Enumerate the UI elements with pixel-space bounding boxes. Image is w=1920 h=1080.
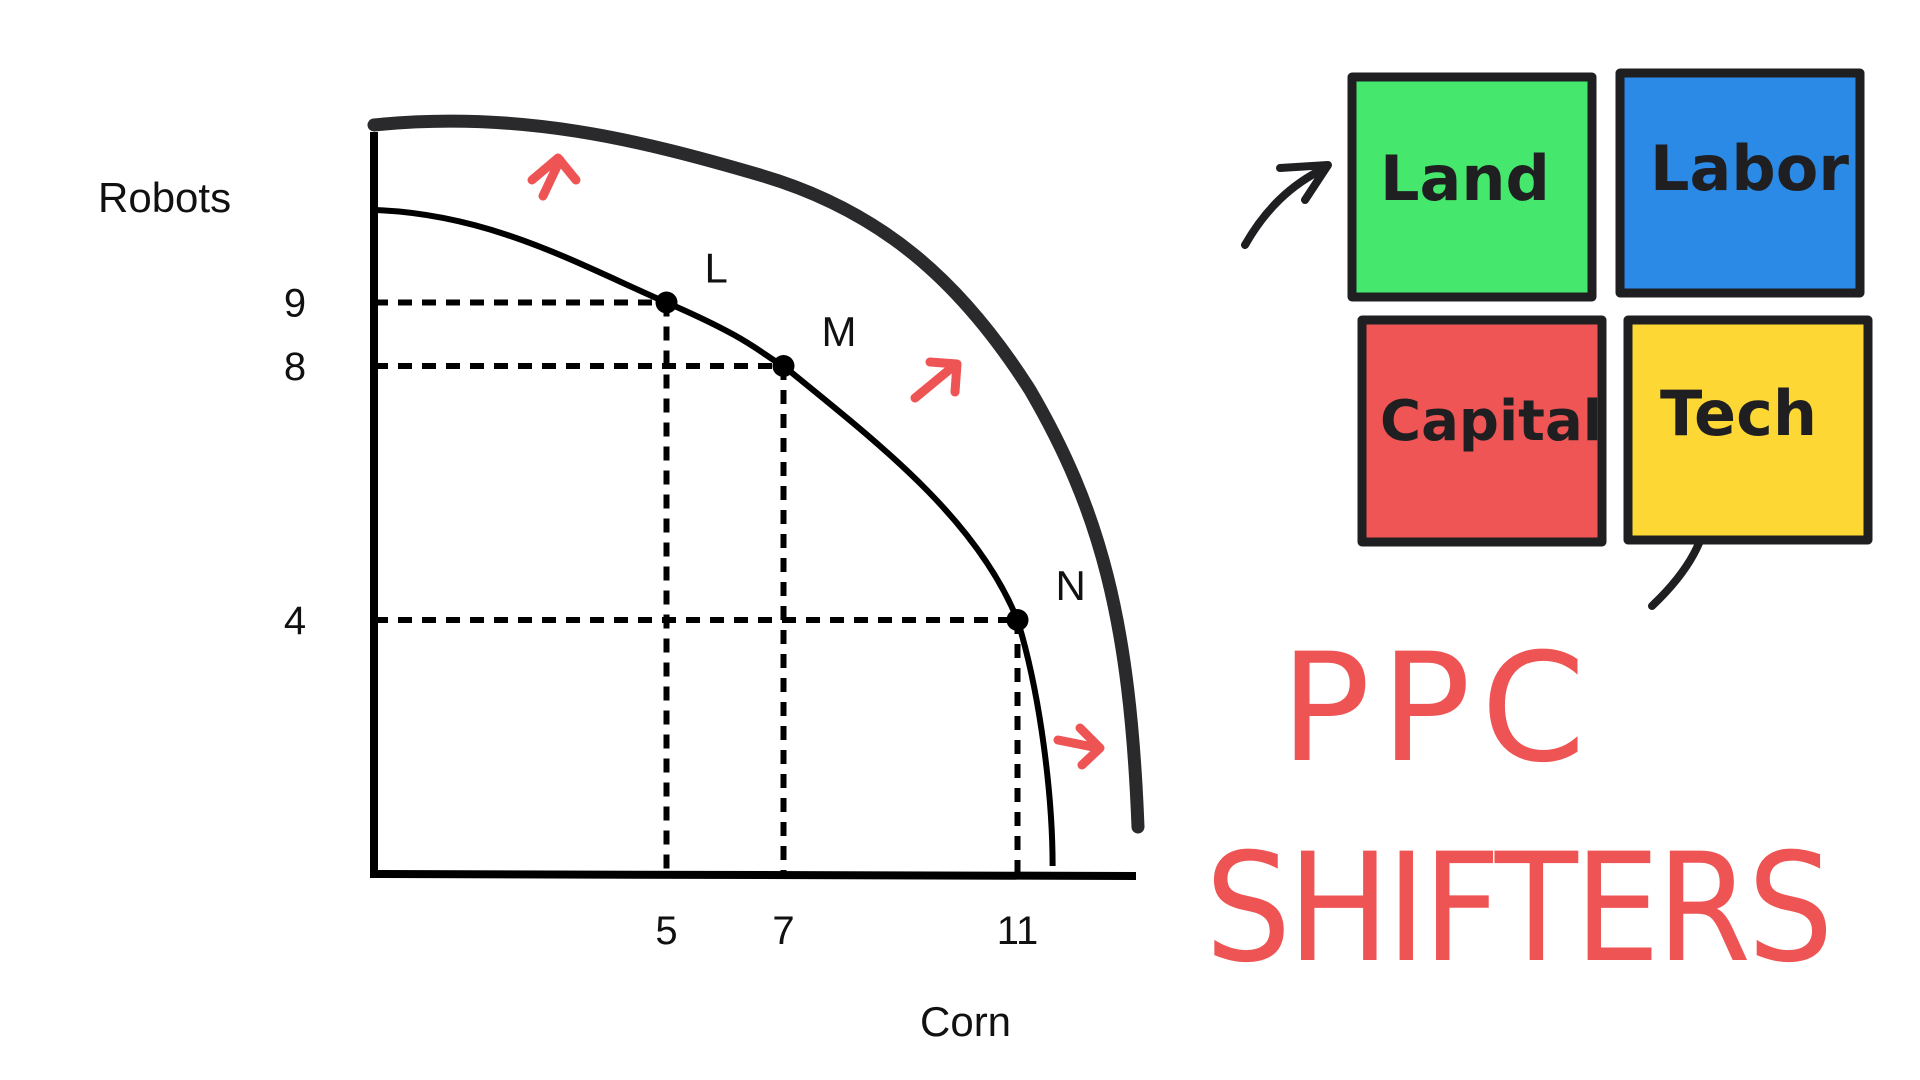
shift-arrow-icon	[910, 357, 962, 403]
capital-label: Capital	[1380, 389, 1602, 454]
y-tick-label: 8	[284, 345, 306, 389]
x-tick-label: 11	[997, 909, 1039, 953]
x-axis	[369, 870, 1137, 880]
shift-arrow-icon	[1053, 723, 1105, 770]
point-label: L	[705, 245, 728, 292]
labor-box	[1615, 68, 1865, 298]
point-M	[772, 355, 795, 377]
x-tick-label: 7	[772, 909, 794, 953]
tech-label: Tech	[1660, 377, 1817, 450]
x-tick-label: 5	[655, 909, 677, 953]
y-tick-label: 4	[284, 599, 306, 643]
point-N	[1006, 609, 1029, 631]
y-axis-label: Robots	[98, 174, 231, 221]
capital-box	[1357, 315, 1607, 547]
title-line-1: PPC	[1280, 622, 1596, 796]
original-ppc-curve	[373, 207, 1056, 867]
x-axis-label: Corn	[920, 998, 1011, 1045]
pointer-arrow-icon	[1241, 161, 1332, 249]
labor-label: Labor	[1650, 132, 1849, 205]
shift-arrow-icon	[527, 153, 581, 201]
title-line-2: SHIFTERS	[1205, 822, 1830, 996]
point-L	[655, 291, 678, 314]
point-label: M	[822, 308, 857, 355]
shifted-ppc-curve	[367, 114, 1145, 834]
land-box	[1347, 72, 1597, 302]
land-label: Land	[1380, 142, 1550, 215]
point-label: N	[1056, 562, 1086, 609]
tech-box	[1623, 315, 1873, 545]
y-tick-label: 9	[284, 282, 306, 326]
